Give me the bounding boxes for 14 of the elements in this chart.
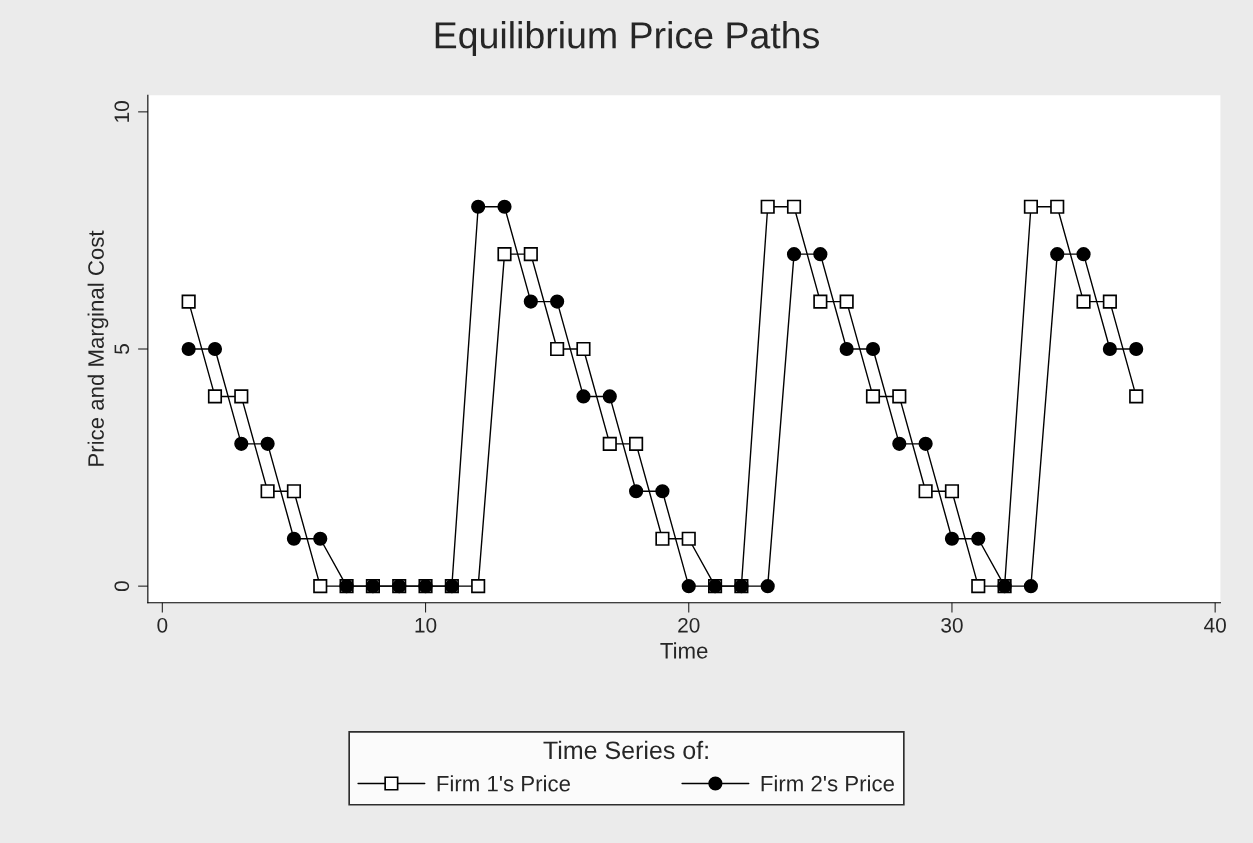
- x-tick-label: 20: [678, 617, 700, 633]
- legend-title: Time Series of:: [543, 740, 708, 760]
- y-tick-label: 0: [114, 581, 130, 592]
- x-tick-label: 10: [415, 617, 437, 633]
- x-axis-title: Time: [660, 642, 708, 659]
- legend-label: Firm 2's Price: [761, 775, 894, 792]
- y-tick-label: 5: [114, 344, 130, 354]
- y-tick-label: 10: [114, 101, 130, 122]
- x-tick-label: 0: [157, 617, 168, 633]
- x-tick-label: 40: [1204, 617, 1226, 633]
- chart-title: Equilibrium Price Paths: [435, 21, 819, 57]
- x-tick-label: 30: [941, 617, 963, 633]
- legend-label: Firm 1's Price: [437, 775, 570, 792]
- y-axis-title: Price and Marginal Cost: [87, 230, 109, 466]
